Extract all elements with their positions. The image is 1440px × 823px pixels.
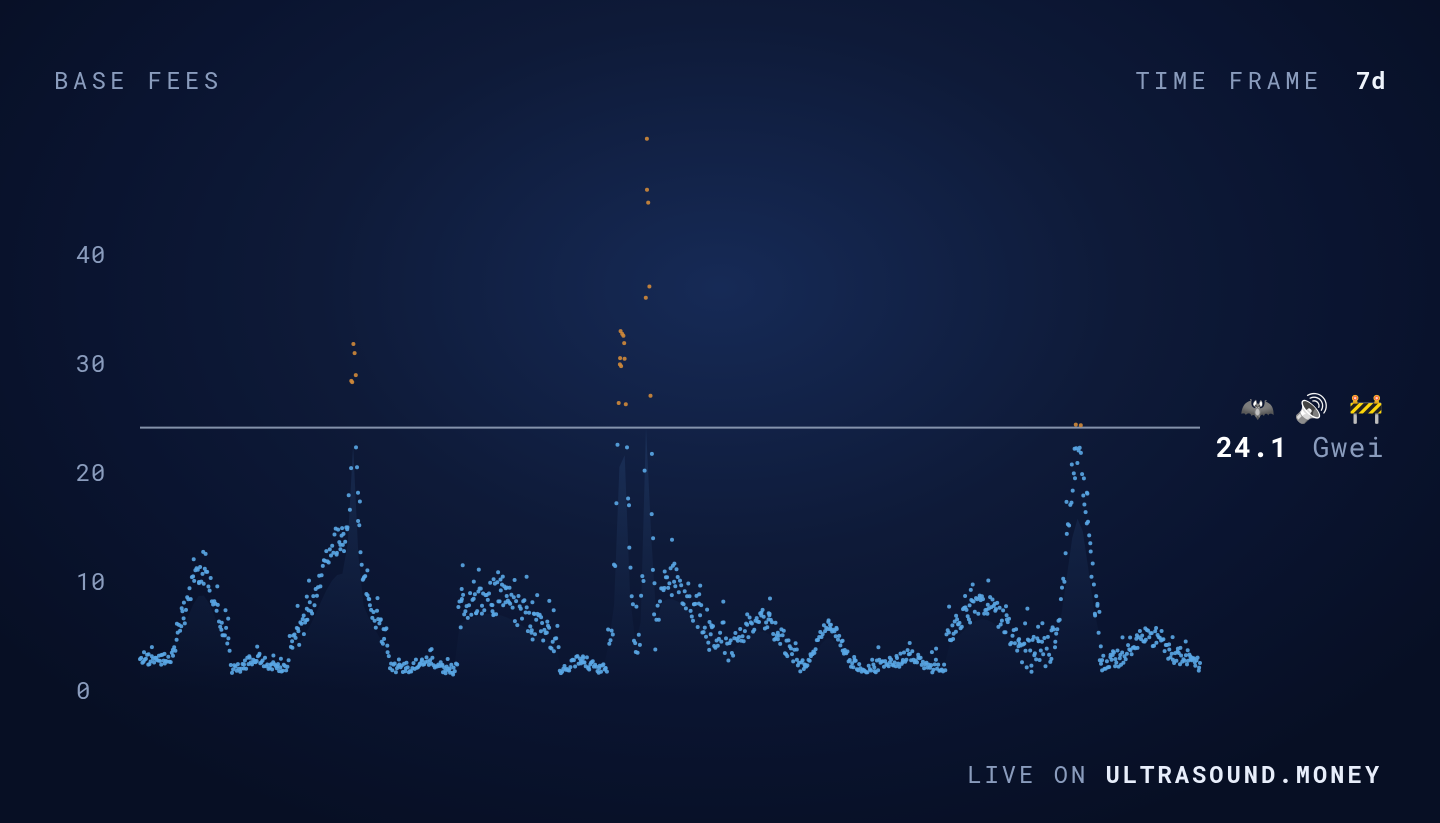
ytick-label: 30 xyxy=(76,347,106,379)
ytick-label: 10 xyxy=(76,565,106,597)
threshold-text: 24.1 Gwei xyxy=(1216,428,1385,465)
threshold-icons: 🦇 🔊 🚧 xyxy=(1216,394,1385,422)
threshold-indicator: 🦇 🔊 🚧 24.1 Gwei xyxy=(1216,394,1385,465)
threshold-value: 24.1 xyxy=(1216,428,1288,465)
barrier-icon: 🚧 xyxy=(1349,389,1385,426)
sound-icon: 🔊 xyxy=(1294,389,1330,426)
bat-icon: 🦇 xyxy=(1240,389,1276,426)
attribution-site: ULTRASOUND.MONEY xyxy=(1105,758,1382,790)
attribution-prefix: LIVE ON xyxy=(967,758,1105,790)
ytick-label: 40 xyxy=(76,238,106,270)
chart-title: BASE FEES xyxy=(54,64,223,96)
chart-header: BASE FEES TIME FRAME 7d xyxy=(54,64,1386,96)
timeframe-label: TIME FRAME xyxy=(1135,64,1322,96)
attribution[interactable]: LIVE ON ULTRASOUND.MONEY xyxy=(967,758,1382,790)
timeframe-value: 7d xyxy=(1356,64,1386,96)
scatter-chart xyxy=(60,200,1200,690)
ytick-label: 0 xyxy=(76,674,91,706)
chart-area: 010203040 xyxy=(60,200,1200,690)
points-above-threshold xyxy=(349,137,1083,428)
ytick-label: 20 xyxy=(76,456,106,488)
threshold-unit: Gwei xyxy=(1312,428,1384,465)
timeframe[interactable]: TIME FRAME 7d xyxy=(1135,64,1386,96)
